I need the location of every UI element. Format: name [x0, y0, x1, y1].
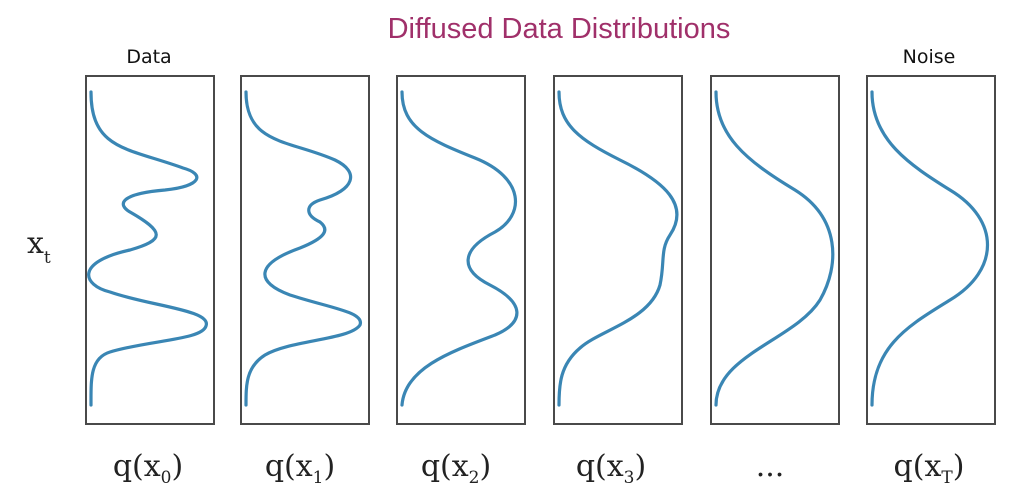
- distribution-curve: [557, 90, 679, 407]
- axis-label-sub: t: [44, 248, 51, 268]
- panel-4: ...: [710, 75, 840, 484]
- axis-label: xt: [27, 226, 51, 268]
- panel-frame: [866, 75, 996, 425]
- distribution-curve: [400, 90, 519, 407]
- panel-frame: [710, 75, 840, 425]
- panel-label: q(xT): [894, 449, 965, 488]
- panel-label: q(x1): [265, 449, 335, 488]
- panel-2: q(x2): [396, 75, 526, 488]
- panel-frame: [85, 75, 215, 425]
- noise-header: Noise: [903, 46, 956, 68]
- axis-label-main: x: [27, 226, 44, 261]
- panel-5: q(xT): [866, 75, 996, 488]
- diagram-title: Diffused Data Distributions: [388, 13, 731, 45]
- distribution-curve: [714, 90, 835, 407]
- panel-label: ...: [756, 449, 785, 484]
- panel-label: q(x2): [421, 449, 491, 488]
- panel-0: q(x0): [85, 75, 215, 488]
- panel-label: q(x0): [113, 449, 183, 488]
- distribution-curve: [244, 90, 362, 407]
- panel-frame: [396, 75, 526, 425]
- panel-3: q(x3): [553, 75, 683, 488]
- data-header: Data: [126, 46, 171, 68]
- distribution-curve: [870, 90, 989, 407]
- panel-1: q(x1): [240, 75, 370, 488]
- panel-frame: [553, 75, 683, 425]
- panel-label: q(x3): [576, 449, 646, 488]
- panel-frame: [240, 75, 370, 425]
- distribution-curve: [87, 90, 208, 407]
